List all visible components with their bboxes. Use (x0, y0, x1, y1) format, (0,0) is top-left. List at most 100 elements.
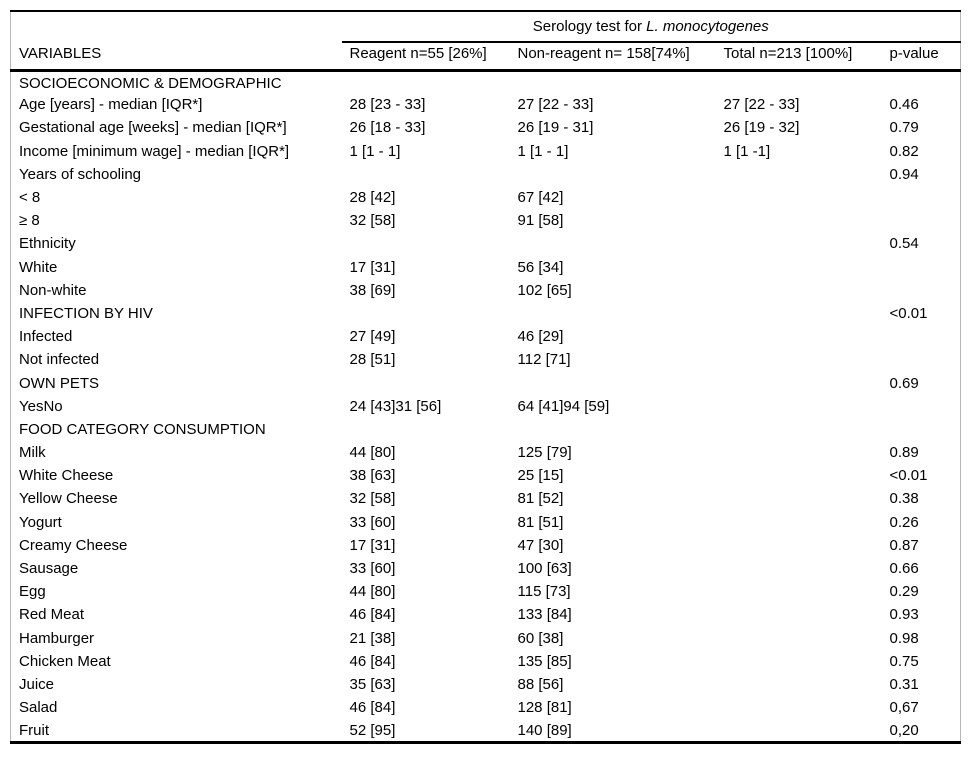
table-row: < 8 28 [42] 67 [42] (11, 186, 961, 209)
table-row: INFECTION BY HIV <0.01 (11, 302, 961, 325)
cell-non-reagent: 81 [52] (517, 490, 564, 508)
cell-total (716, 418, 882, 441)
cell-total (716, 279, 882, 302)
cell-reagent: 46 [84] (349, 606, 396, 624)
cell-label: Salad (19, 699, 58, 717)
cell-label: Yogurt (19, 513, 62, 531)
table-row: Not infected 28 [51] 112 [71] (11, 348, 961, 371)
cell-p: <0.01 (889, 304, 928, 322)
column-header-row: Reagent n=55 [26%] Non-reagent n= 158[74… (11, 42, 961, 72)
cell-label: Gestational age [weeks] - median [IQR*] (19, 119, 287, 137)
cell-p: 0.26 (889, 513, 919, 531)
cell-reagent: 44 [80] (349, 444, 396, 462)
cell-label: Yellow Cheese (19, 490, 118, 508)
cell-label: White Cheese (19, 467, 114, 485)
cell-p: 0.75 (889, 652, 919, 670)
cell-label: Milk (19, 444, 46, 462)
cell-non-reagent: 133 [84] (517, 606, 572, 624)
cell-non-reagent (510, 418, 716, 441)
column-header-variables: VARIABLES (10, 11, 342, 72)
cell-label: SOCIOECONOMIC & DEMOGRAPHIC (19, 75, 282, 93)
cell-label: Juice (19, 675, 55, 693)
cell-reagent: 32 [58] (349, 490, 396, 508)
cell-non-reagent (510, 163, 716, 186)
cell-reagent (342, 232, 510, 255)
cell-total (716, 348, 882, 371)
table-row: Salad 46 [84] 128 [81] 0,67 (11, 696, 961, 719)
cell-p (882, 348, 961, 371)
cell-non-reagent (510, 371, 716, 394)
span-header-title: Serology test for L. monocytogenes (533, 18, 769, 35)
cell-non-reagent: 81 [51] (517, 513, 564, 531)
cell-total (716, 186, 882, 209)
cell-total (716, 232, 882, 255)
table-row: Juice 35 [63] 88 [56] 0.31 (11, 673, 961, 696)
cell-label: OWN PETS (19, 374, 100, 392)
cell-non-reagent: 64 [41]94 [59] (517, 397, 610, 415)
cell-total (716, 627, 882, 650)
cell-non-reagent: 128 [81] (517, 699, 572, 717)
table-row: Years of schooling 0.94 (11, 163, 961, 186)
cell-non-reagent: 67 [42] (517, 189, 564, 207)
cell-reagent: 38 [63] (349, 467, 396, 485)
cell-p (882, 418, 961, 441)
cell-total (716, 70, 882, 93)
cell-p: 0.87 (889, 536, 919, 554)
cell-p (882, 279, 961, 302)
cell-total (716, 673, 882, 696)
cell-p: 0.98 (889, 629, 919, 647)
cell-reagent: 46 [84] (349, 699, 396, 717)
table-row: Egg 44 [80] 115 [73] 0.29 (11, 580, 961, 603)
cell-non-reagent (510, 70, 716, 93)
table-row: OWN PETS 0.69 (11, 371, 961, 394)
cell-p: 0.46 (889, 96, 919, 114)
table-row: Sausage 33 [60] 100 [63] 0.66 (11, 557, 961, 580)
cell-p (882, 395, 961, 418)
cell-total (716, 580, 882, 603)
cell-p: 0.82 (889, 142, 919, 160)
cell-reagent (342, 302, 510, 325)
cell-reagent: 1 [1 - 1] (349, 142, 401, 160)
cell-p (882, 256, 961, 279)
cell-label: < 8 (19, 189, 41, 207)
cell-label: Hamburger (19, 629, 95, 647)
cell-reagent (342, 163, 510, 186)
table-row: Age [years] - median [IQR*] 28 [23 - 33] 2… (11, 93, 961, 116)
column-header-non-reagent: Non-reagent n= 158[74%] (509, 42, 716, 72)
cell-total (716, 302, 882, 325)
cell-non-reagent: 47 [30] (517, 536, 564, 554)
cell-total (716, 696, 882, 719)
cell-label: Ethnicity (19, 235, 76, 253)
cell-non-reagent (510, 302, 716, 325)
cell-p (882, 325, 961, 348)
cell-total (716, 325, 882, 348)
table-row: White 17 [31] 56 [34] (11, 256, 961, 279)
cell-reagent: 33 [60] (349, 560, 396, 578)
table-row: FOOD CATEGORY CONSUMPTION (11, 418, 961, 441)
table-row: Gestational age [weeks] - median [IQR*] 2… (11, 116, 961, 139)
cell-p: 0.94 (889, 165, 919, 183)
cell-label: White (19, 258, 58, 276)
cell-total (716, 487, 882, 510)
cell-label: Not infected (19, 351, 100, 369)
cell-label: Egg (19, 583, 46, 601)
cell-reagent: 21 [38] (349, 629, 396, 647)
cell-label: FOOD CATEGORY CONSUMPTION (19, 420, 266, 438)
table-row: Infected 27 [49] 46 [29] (11, 325, 961, 348)
table-row: Red Meat 46 [84] 133 [84] 0.93 (11, 603, 961, 626)
cell-total (716, 395, 882, 418)
cell-total (716, 603, 882, 626)
cell-label: Creamy Cheese (19, 536, 128, 554)
cell-non-reagent: 88 [56] (517, 675, 564, 693)
span-header-row: VARIABLES Serology test for L. monocytog… (10, 11, 961, 72)
cell-label: Years of schooling (19, 165, 142, 183)
cell-p: 0.66 (889, 560, 919, 578)
cell-non-reagent: 26 [19 - 31] (517, 119, 594, 137)
table-row: Fruit 52 [95] 140 [89] 0,20 (11, 719, 961, 742)
table-row: Hamburger 21 [38] 60 [38] 0.98 (11, 627, 961, 650)
cell-reagent: 17 [31] (349, 536, 396, 554)
table-row: Yogurt 33 [60] 81 [51] 0.26 (11, 511, 961, 534)
cell-total (716, 650, 882, 673)
cell-reagent: 33 [60] (349, 513, 396, 531)
cell-total (716, 464, 882, 487)
